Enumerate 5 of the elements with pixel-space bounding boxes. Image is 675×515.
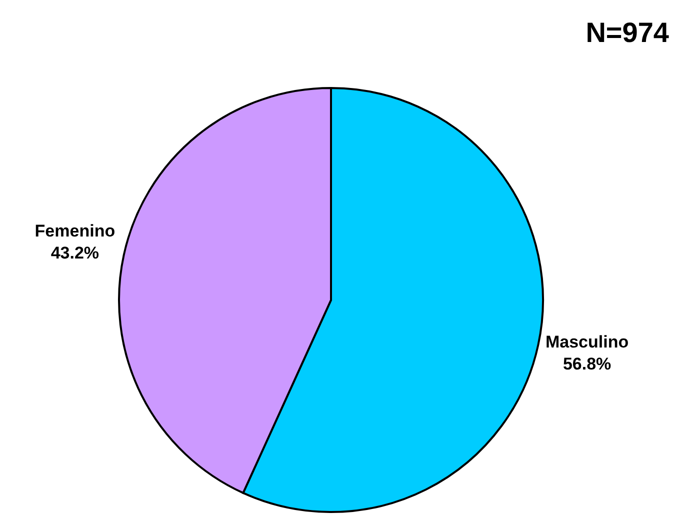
data-label: 43.2% (50, 243, 100, 262)
chart-title: N=974 (586, 17, 670, 48)
data-label: 56.8% (562, 354, 612, 374)
slice-label: Femenino (34, 221, 116, 240)
slice-label: Masculino (545, 332, 629, 352)
